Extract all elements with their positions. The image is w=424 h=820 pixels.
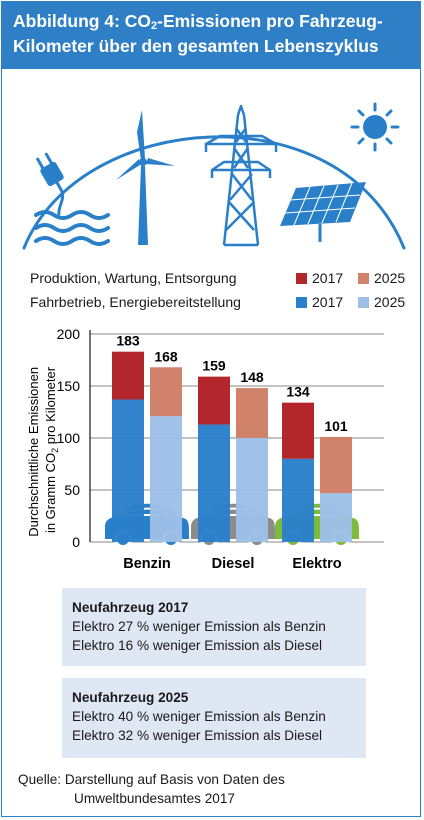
info-box-line: Elektro 32 % weniger Emission als Diesel <box>72 728 323 743</box>
y-axis: 0 50 100 150 200 <box>57 326 91 550</box>
bar-total-label: 101 <box>324 418 348 434</box>
legend-swatch-production-2025 <box>358 273 369 284</box>
bar-production-elektro-2017 <box>282 402 314 459</box>
bar-operation-benzin-2025 <box>150 416 182 542</box>
legend-swatch-production-2017 <box>296 273 307 284</box>
info-box-heading: Neufahrzeug 2017 <box>72 600 189 615</box>
info-box-line: Elektro 27 % weniger Emission als Benzin <box>72 619 326 634</box>
legend-swatch-operation-2017 <box>296 297 307 308</box>
source-note: Quelle: Darstellung auf Basis von Daten … <box>18 770 285 808</box>
legend-swatch-operation-2025 <box>358 297 369 308</box>
bar-operation-elektro-2025 <box>320 493 352 542</box>
bar-total-label: 134 <box>286 384 310 400</box>
source-line-1: Quelle: Darstellung auf Basis von Daten … <box>18 772 285 787</box>
bar-operation-diesel-2017 <box>198 424 230 542</box>
legend-label-operation: Fahrbetrieb, Energiebereitstellung <box>30 294 241 310</box>
bar-production-elektro-2025 <box>320 436 352 494</box>
info-box-2025: Neufahrzeug 2025 Elektro 40 % weniger Em… <box>62 678 366 758</box>
energy-illustration <box>22 102 406 250</box>
bar-production-benzin-2025 <box>150 367 182 417</box>
bar-production-diesel-2025 <box>236 388 268 438</box>
bar-operation-elektro-2017 <box>282 458 314 542</box>
chart-bars <box>112 351 352 542</box>
bar-production-benzin-2017 <box>112 351 144 400</box>
chart-labels: 183 168 Benzin 159 148 Diesel 134 101 Elektro <box>116 333 348 572</box>
legend-label-production: Produktion, Wartung, Entsorgung <box>30 270 237 286</box>
legend-year-operation-2025: 2025 <box>374 294 406 310</box>
emissions-bar-chart: 0 50 100 150 200 183 168 Benzin 159 148 Diesel 134… <box>26 326 384 572</box>
bar-total-label: 168 <box>154 348 178 364</box>
x-category-label: Benzin <box>123 556 171 572</box>
power-pylon-icon <box>204 104 278 247</box>
chart-legend: Produktion, Wartung, Entsorgung 2017 202… <box>30 270 410 320</box>
y-tick-label: 150 <box>57 378 81 394</box>
info-box-heading: Neufahrzeug 2025 <box>72 690 189 705</box>
bar-total-label: 148 <box>240 369 264 385</box>
source-line-2: Umweltbundesamtes 2017 <box>74 791 235 806</box>
info-box-2017: Neufahrzeug 2017 Elektro 27 % weniger Em… <box>62 588 366 666</box>
y-tick-label: 100 <box>57 430 81 446</box>
y-tick-label: 50 <box>64 482 80 498</box>
y-tick-label: 200 <box>57 326 81 342</box>
y-tick-label: 0 <box>72 534 80 550</box>
water-waves-icon <box>34 210 110 246</box>
solar-panel-icon <box>280 182 366 242</box>
bar-total-label: 159 <box>202 358 226 374</box>
bar-production-diesel-2017 <box>198 376 230 425</box>
arc-decoration <box>22 135 406 250</box>
wind-turbine-icon <box>116 110 175 245</box>
info-box-line: Elektro 40 % weniger Emission als Benzin <box>72 709 326 724</box>
y-axis-title: Durchschnittliche Emissionen in Gramm CO… <box>26 363 60 536</box>
bar-operation-benzin-2017 <box>112 399 144 542</box>
legend-year-production-2017: 2017 <box>312 270 344 286</box>
plug-icon <box>36 152 65 216</box>
bar-operation-diesel-2025 <box>236 438 268 542</box>
x-category-label: Elektro <box>292 556 341 572</box>
x-category-label: Diesel <box>212 556 255 572</box>
legend-year-operation-2017: 2017 <box>312 294 344 310</box>
figure-title-line-1: Abbildung 4: CO2-Emissionen pro Fahrzeug… <box>13 11 383 32</box>
figure-title-line-2: Kilometer über den gesamten Lebenszyklus <box>13 36 379 56</box>
sun-icon <box>350 102 400 152</box>
figure-header: Abbildung 4: CO2-Emissionen pro Fahrzeug… <box>1 1 421 69</box>
bar-total-label: 183 <box>116 333 140 349</box>
info-box-line: Elektro 16 % weniger Emission als Diesel <box>72 638 323 653</box>
legend-year-production-2025: 2025 <box>374 270 406 286</box>
